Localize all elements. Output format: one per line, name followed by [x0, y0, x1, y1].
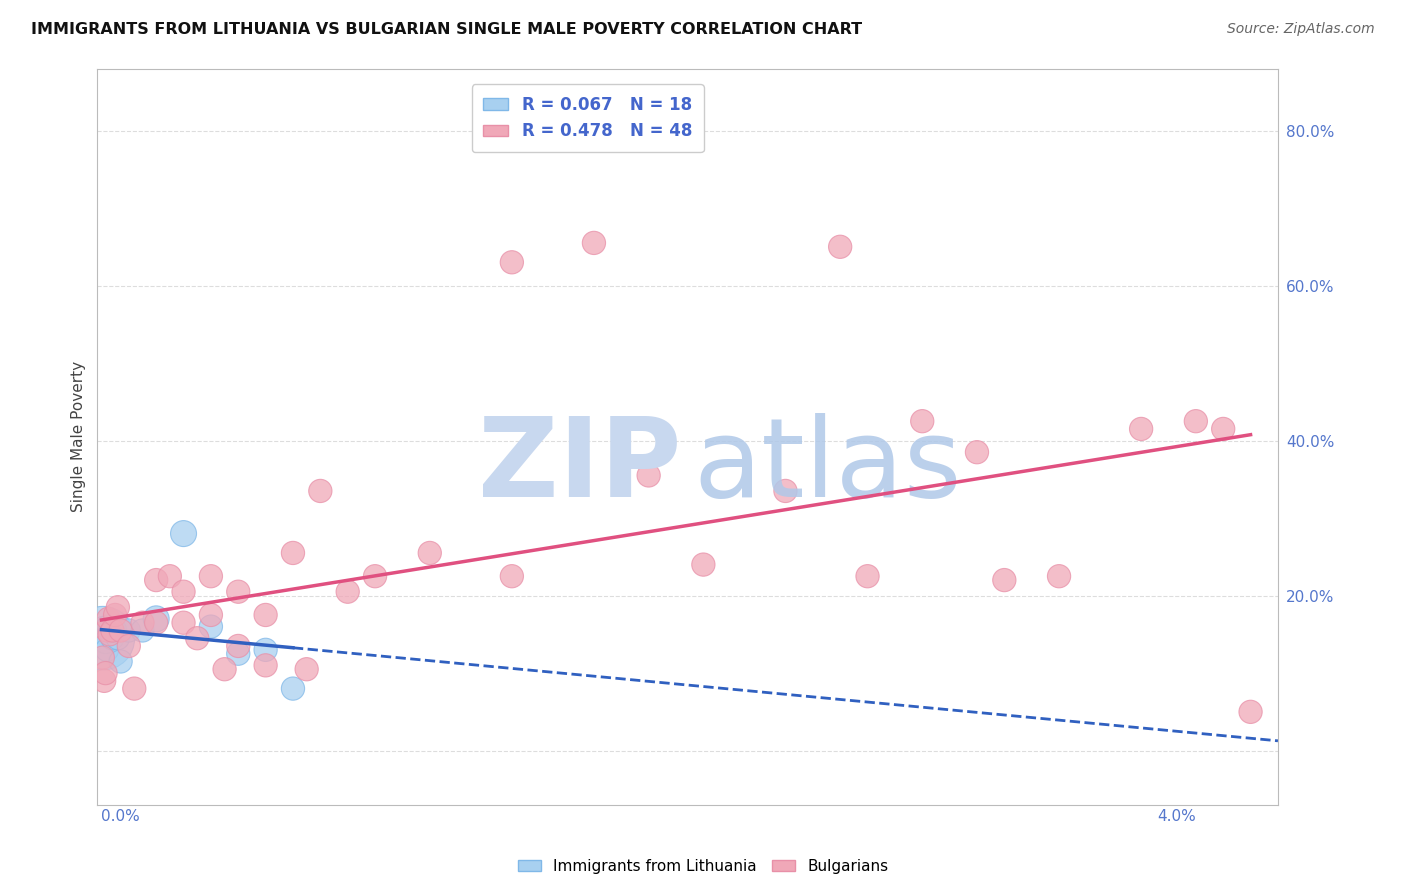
Point	[98, 624, 121, 638]
Point	[226, 647, 249, 661]
Point	[254, 658, 277, 673]
Point	[200, 569, 222, 583]
Point	[1239, 705, 1261, 719]
Point	[110, 624, 132, 638]
Point	[966, 445, 988, 459]
Point	[501, 255, 523, 269]
Point	[1212, 422, 1234, 436]
Point	[94, 666, 117, 681]
Point	[118, 624, 141, 638]
Point	[775, 483, 797, 498]
Point	[104, 624, 127, 638]
Text: atlas: atlas	[693, 413, 962, 520]
Point	[856, 569, 879, 583]
Point	[173, 615, 195, 630]
Point	[1185, 414, 1208, 428]
Point	[173, 526, 195, 541]
Point	[145, 615, 167, 630]
Point	[309, 483, 332, 498]
Point	[254, 643, 277, 657]
Point	[145, 573, 167, 587]
Point	[582, 235, 605, 250]
Point	[101, 631, 124, 645]
Point	[200, 619, 222, 633]
Point	[501, 569, 523, 583]
Text: Source: ZipAtlas.com: Source: ZipAtlas.com	[1227, 22, 1375, 37]
Point	[97, 612, 120, 626]
Point	[364, 569, 387, 583]
Point	[107, 631, 129, 645]
Point	[104, 607, 127, 622]
Point	[226, 639, 249, 653]
Point	[254, 607, 277, 622]
Point	[91, 650, 114, 665]
Point	[830, 240, 852, 254]
Point	[97, 619, 120, 633]
Point	[200, 607, 222, 622]
Point	[159, 569, 181, 583]
Point	[637, 468, 659, 483]
Point	[98, 627, 121, 641]
Point	[124, 681, 146, 696]
Point	[110, 655, 132, 669]
Legend: Immigrants from Lithuania, Bulgarians: Immigrants from Lithuania, Bulgarians	[512, 853, 894, 880]
Point	[118, 639, 141, 653]
Point	[186, 631, 208, 645]
Legend: R = 0.067   N = 18, R = 0.478   N = 48: R = 0.067 N = 18, R = 0.478 N = 48	[471, 84, 704, 152]
Point	[131, 615, 153, 630]
Text: 4.0%: 4.0%	[1157, 809, 1197, 823]
Point	[295, 662, 318, 676]
Point	[692, 558, 714, 572]
Text: ZIP: ZIP	[478, 413, 682, 520]
Point	[101, 624, 124, 638]
Point	[993, 573, 1015, 587]
Point	[145, 612, 167, 626]
Point	[226, 584, 249, 599]
Point	[131, 624, 153, 638]
Point	[1047, 569, 1070, 583]
Point	[96, 624, 118, 638]
Point	[336, 584, 359, 599]
Point	[911, 414, 934, 428]
Point	[93, 673, 115, 688]
Y-axis label: Single Male Poverty: Single Male Poverty	[72, 361, 86, 512]
Point	[107, 600, 129, 615]
Point	[214, 662, 236, 676]
Point	[94, 635, 117, 649]
Text: 0.0%: 0.0%	[101, 809, 141, 823]
Point	[1130, 422, 1153, 436]
Point	[91, 631, 114, 645]
Point	[281, 681, 304, 696]
Point	[96, 643, 118, 657]
Text: IMMIGRANTS FROM LITHUANIA VS BULGARIAN SINGLE MALE POVERTY CORRELATION CHART: IMMIGRANTS FROM LITHUANIA VS BULGARIAN S…	[31, 22, 862, 37]
Point	[93, 624, 115, 638]
Point	[419, 546, 441, 560]
Point	[281, 546, 304, 560]
Point	[173, 584, 195, 599]
